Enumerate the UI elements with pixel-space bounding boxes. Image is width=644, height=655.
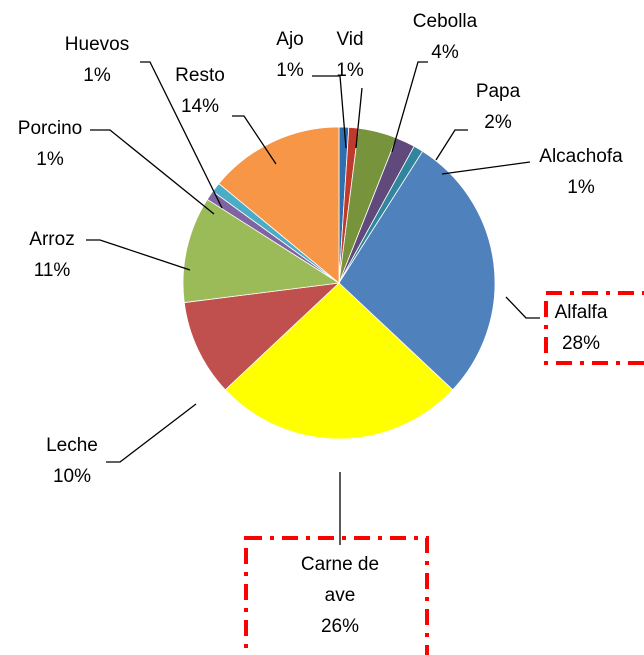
data-label: Vid 1% xyxy=(336,24,363,86)
value-label: 2% xyxy=(484,112,512,133)
leader-lines xyxy=(86,61,540,545)
value-label: 1% xyxy=(83,65,111,86)
highlight-box xyxy=(244,536,429,655)
value-label: 10% xyxy=(52,466,92,487)
leader-line xyxy=(505,296,540,319)
category-label: Ajo xyxy=(276,29,304,50)
value-label: 1% xyxy=(36,149,64,170)
data-label: Cebolla 4% xyxy=(413,6,477,68)
leader-line xyxy=(106,403,197,463)
data-label: Arroz 11% xyxy=(29,224,74,286)
value-label: 11% xyxy=(33,260,71,281)
data-label: Alcachofa 1% xyxy=(539,141,622,203)
leader-line xyxy=(312,75,347,149)
pie-slice xyxy=(182,198,341,303)
leader-line xyxy=(391,61,428,153)
leader-line xyxy=(441,161,531,175)
category-label: Porcino xyxy=(17,118,83,139)
data-label: Alfalfa 28% xyxy=(555,297,608,359)
value-label: 1% xyxy=(567,177,595,198)
data-label: Huevos 1% xyxy=(65,29,129,91)
category-label: Huevos xyxy=(64,34,130,55)
pie-slice xyxy=(183,282,341,391)
pie xyxy=(182,126,496,440)
leader-line xyxy=(355,87,363,149)
data-label: Ajo 1% xyxy=(276,24,303,86)
category-label: Leche xyxy=(46,435,98,456)
category-label: Vid xyxy=(336,29,364,50)
value-label: 28% xyxy=(561,333,601,354)
data-label: Porcino 1% xyxy=(18,113,82,175)
leader-line xyxy=(435,129,468,161)
leader-line xyxy=(232,115,277,165)
leader-line xyxy=(86,239,191,271)
category-label: Carne de ave xyxy=(300,554,380,606)
data-label: Papa 2% xyxy=(476,76,520,138)
value-label: 4% xyxy=(431,42,459,63)
value-label: 1% xyxy=(276,60,304,81)
pie-slice xyxy=(224,282,454,440)
value-label: 1% xyxy=(336,60,364,81)
value-label: 26% xyxy=(320,616,360,637)
category-label: Resto xyxy=(175,65,225,86)
data-label: Resto 14% xyxy=(175,60,225,122)
pie-slice xyxy=(218,126,340,284)
leader-line xyxy=(140,61,223,209)
data-label: Leche 10% xyxy=(46,430,98,492)
category-label: Cebolla xyxy=(412,11,478,32)
data-label: Carne de ave 26% xyxy=(290,549,390,642)
highlight-box xyxy=(544,291,644,365)
leader-line xyxy=(90,129,215,215)
category-label: Alcachofa xyxy=(539,146,623,167)
value-label: 14% xyxy=(180,96,220,117)
category-label: Arroz xyxy=(29,229,75,250)
pie-slice xyxy=(338,150,496,391)
category-label: Papa xyxy=(475,81,521,102)
category-label: Alfalfa xyxy=(554,302,608,323)
